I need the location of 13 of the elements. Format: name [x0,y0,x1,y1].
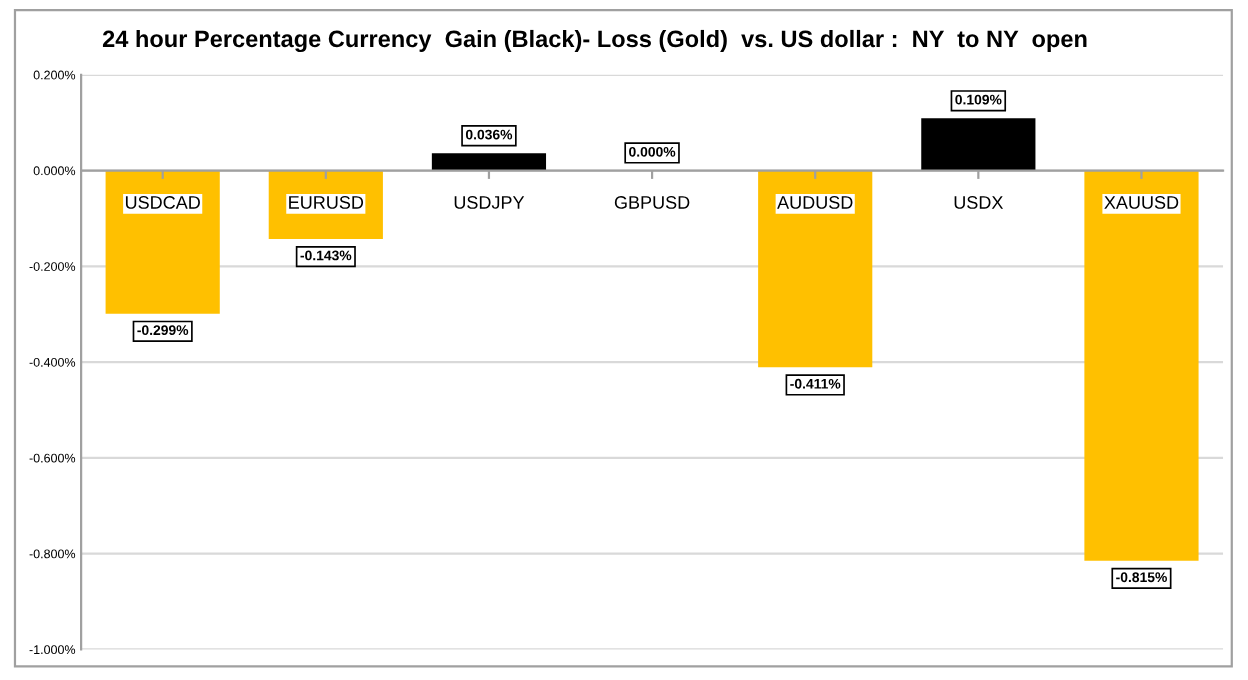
bar [431,153,547,171]
chart-title: 24 hour Percentage Currency Gain (Black)- Loss (Gold) vs. US dollar : NY to NY open [102,29,1087,53]
x-tick-label: USDX [954,196,1004,209]
x-tick-label: USDJPY [454,196,525,209]
x-tick-label: XAUUSD [1104,196,1179,209]
x-tick-label: USDCAD [125,196,200,209]
x-tick-label: GBPUSD [614,196,690,209]
x-tick-label: AUDUSD [777,196,853,209]
bar [758,170,873,368]
bar [1084,170,1199,561]
bar [921,118,1036,171]
bar [105,170,220,314]
x-tick-label: EURUSD [289,196,364,209]
